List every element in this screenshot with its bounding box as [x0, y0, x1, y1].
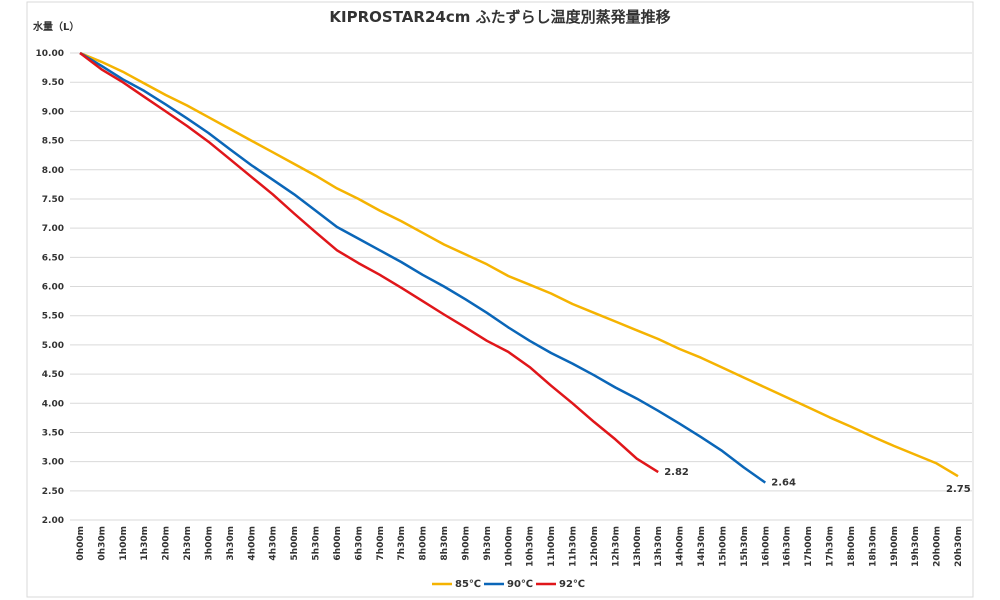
x-tick-label: 4h30m [269, 526, 279, 561]
x-tick-label: 10h00m [504, 526, 514, 567]
x-tick-label: 16h30m [783, 526, 793, 567]
y-tick-label: 4.00 [42, 399, 64, 409]
legend-label: 90℃ [507, 579, 533, 590]
x-tick-label: 18h00m [847, 526, 857, 567]
x-tick-label: 13h00m [633, 526, 643, 567]
x-tick-label: 11h30m [569, 526, 579, 567]
x-tick-label: 14h30m [697, 526, 707, 567]
x-tick-label: 12h00m [590, 526, 600, 567]
x-tick-label: 13h30m [654, 526, 664, 567]
y-tick-label: 3.50 [42, 428, 64, 438]
x-tick-label: 3h30m [226, 526, 236, 561]
y-tick-label: 5.50 [42, 312, 64, 322]
y-tick-label: 9.00 [42, 107, 64, 117]
y-tick-label: 10.00 [36, 49, 64, 59]
y-tick-label: 9.50 [42, 78, 64, 88]
data-label: 2.75 [946, 484, 971, 495]
x-tick-label: 10h30m [526, 526, 536, 567]
x-tick-label: 7h30m [397, 526, 407, 561]
y-tick-label: 2.00 [42, 516, 64, 526]
legend-label: 92℃ [559, 579, 585, 590]
x-tick-label: 20h00m [933, 526, 943, 567]
x-tick-label: 20h30m [954, 526, 964, 567]
x-tick-label: 6h30m [354, 526, 364, 561]
y-tick-label: 2.50 [42, 487, 64, 497]
legend-label: 85℃ [455, 579, 481, 590]
x-tick-label: 11h00m [547, 526, 557, 567]
x-tick-label: 8h00m [419, 526, 429, 561]
x-tick-label: 0h00m [76, 526, 86, 561]
x-tick-label: 1h00m [119, 526, 129, 561]
x-tick-label: 15h30m [740, 526, 750, 567]
x-tick-label: 19h00m [890, 526, 900, 567]
x-tick-label: 18h30m [868, 526, 878, 567]
x-tick-label: 2h00m [162, 526, 172, 561]
y-tick-label: 7.00 [42, 224, 64, 234]
x-tick-label: 7h00m [376, 526, 386, 561]
x-tick-label: 17h00m [804, 526, 814, 567]
y-tick-label: 3.00 [42, 458, 64, 468]
x-tick-label: 6h00m [333, 526, 343, 561]
x-tick-label: 0h30m [97, 526, 107, 561]
series-line [79, 51, 767, 484]
x-tick-label: 2h30m [183, 526, 193, 561]
x-tick-label: 5h30m [312, 526, 322, 561]
series-line [79, 51, 959, 478]
x-tick-label: 8h30m [440, 526, 450, 561]
x-tick-label: 9h30m [483, 526, 493, 561]
y-tick-label: 8.50 [42, 137, 64, 147]
y-tick-label: 5.00 [42, 341, 64, 351]
x-tick-label: 9h00m [461, 526, 471, 561]
series-line [79, 52, 659, 474]
y-tick-label: 6.50 [42, 253, 64, 263]
data-label: 2.82 [664, 467, 689, 478]
x-tick-label: 3h00m [204, 526, 214, 561]
x-tick-label: 14h00m [676, 526, 686, 567]
x-tick-label: 16h00m [761, 526, 771, 567]
chart-frame [26, 1, 974, 598]
y-tick-label: 7.50 [42, 195, 64, 205]
y-tick-label: 6.00 [42, 283, 64, 293]
x-tick-label: 15h00m [718, 526, 728, 567]
data-label: 2.64 [771, 478, 796, 489]
x-tick-label: 5h00m [290, 526, 300, 561]
y-axis-label: 水量（L） [32, 20, 79, 33]
y-tick-label: 4.50 [42, 370, 64, 380]
chart-title: KIPROSTAR24cm ふたずらし温度別蒸発量推移 [329, 8, 670, 26]
x-tick-label: 4h00m [247, 526, 257, 561]
x-tick-label: 12h30m [611, 526, 621, 567]
x-tick-label: 1h30m [140, 526, 150, 561]
x-tick-label: 19h30m [911, 526, 921, 567]
y-tick-label: 8.00 [42, 166, 64, 176]
x-tick-label: 17h30m [826, 526, 836, 567]
